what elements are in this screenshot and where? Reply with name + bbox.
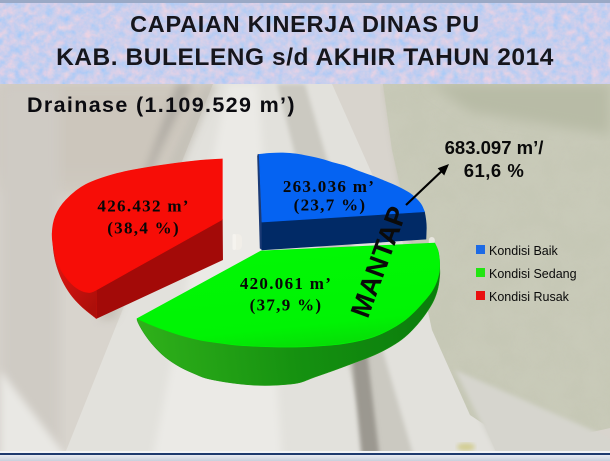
svg-text:(23,7 %): (23,7 %) [294,195,367,214]
svg-text:426.432 m’: 426.432 m’ [97,196,189,215]
svg-text:420.061 m’: 420.061 m’ [240,274,332,293]
svg-text:(37,9 %): (37,9 %) [250,296,323,315]
svg-text:263.036 m’: 263.036 m’ [283,177,375,196]
svg-text:(38,4 %): (38,4 %) [107,218,180,237]
